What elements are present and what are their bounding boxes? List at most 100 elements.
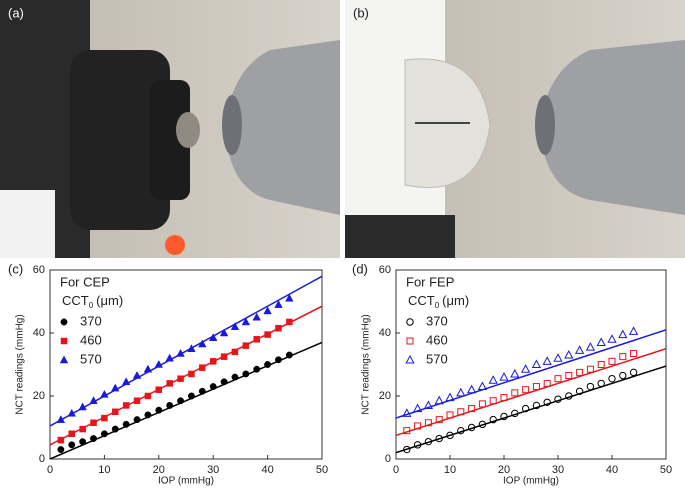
legend-title-text: CCT <box>408 293 435 308</box>
marker <box>242 370 250 378</box>
photo-label: (a) <box>8 5 24 20</box>
marker <box>488 375 498 384</box>
marker <box>133 397 141 404</box>
marker <box>554 375 562 383</box>
marker <box>446 411 454 419</box>
marker <box>79 438 87 446</box>
y-tick-label: 40 <box>33 327 45 339</box>
legend-marker <box>406 337 414 345</box>
photo-a <box>0 0 340 258</box>
legend-title-unit: (μm) <box>442 293 469 308</box>
marker <box>619 371 627 380</box>
marker <box>176 348 185 357</box>
marker <box>628 326 639 335</box>
marker <box>253 336 260 343</box>
marker <box>188 370 195 378</box>
marker <box>56 415 66 423</box>
marker <box>209 383 217 390</box>
marker <box>597 379 605 388</box>
marker <box>79 425 86 433</box>
marker <box>414 422 422 430</box>
marker <box>510 368 520 378</box>
legend-marker <box>59 355 69 364</box>
y-tick-label: 0 <box>385 453 391 465</box>
marker <box>424 419 432 427</box>
marker <box>144 392 152 400</box>
marker <box>122 402 130 409</box>
marker <box>241 317 251 326</box>
x-tick-label: 50 <box>660 464 672 476</box>
y-axis-label: NCT readings (mmHg) <box>361 314 372 414</box>
x-axis-label: IOP (mmHg) <box>158 476 214 487</box>
x-tick-label: 50 <box>316 464 328 476</box>
marker <box>424 437 433 446</box>
legend-marker <box>406 318 414 326</box>
marker <box>586 382 595 391</box>
marker <box>220 378 228 386</box>
marker <box>574 345 585 354</box>
marker <box>253 365 261 373</box>
marker <box>565 392 573 400</box>
marker <box>468 405 476 413</box>
marker <box>198 387 206 395</box>
x-tick-label: 40 <box>261 464 273 476</box>
plot-frame <box>395 269 667 460</box>
marker <box>412 403 423 413</box>
marker <box>199 364 206 371</box>
marker <box>446 431 454 440</box>
x-tick-label: 20 <box>498 464 510 476</box>
marker <box>90 419 97 427</box>
x-tick-label: 40 <box>606 464 618 476</box>
marker <box>230 322 240 330</box>
marker <box>101 414 108 422</box>
legend-label: 460 <box>80 332 102 347</box>
marker <box>275 356 282 364</box>
fit-line <box>396 365 666 454</box>
marker <box>155 406 163 414</box>
y-tick-label: 20 <box>379 390 391 402</box>
marker <box>585 342 596 351</box>
marker <box>264 361 272 368</box>
marker <box>466 384 477 394</box>
plot-area <box>50 275 322 459</box>
marker <box>532 401 541 410</box>
y-tick-label: 60 <box>33 264 45 276</box>
marker <box>187 344 196 352</box>
marker <box>565 372 573 380</box>
marker <box>67 408 76 417</box>
legend-title-text: CCT <box>62 293 89 308</box>
marker <box>499 372 509 381</box>
marker <box>111 383 120 392</box>
marker <box>456 387 466 397</box>
marker <box>489 397 497 405</box>
plot-frame <box>49 269 323 460</box>
marker <box>121 377 131 386</box>
marker <box>285 293 294 302</box>
marker <box>209 358 217 365</box>
marker <box>78 402 87 411</box>
legend-title: CCT0 (μm) <box>408 293 469 310</box>
panel-label: (d) <box>352 261 368 276</box>
marker <box>252 312 261 321</box>
marker <box>100 430 108 438</box>
marker <box>231 348 239 356</box>
x-tick-label: 0 <box>47 464 53 476</box>
marker <box>597 361 605 368</box>
x-tick-label: 0 <box>393 464 399 476</box>
marker <box>489 415 497 424</box>
y-tick-label: 40 <box>379 327 391 339</box>
marker <box>112 408 119 415</box>
y-tick-label: 0 <box>39 453 45 465</box>
photo-b <box>345 0 685 258</box>
marker <box>57 446 65 453</box>
marker <box>478 420 487 429</box>
x-tick-label: 10 <box>98 464 110 476</box>
marker <box>177 375 184 382</box>
fit-line <box>396 348 666 437</box>
y-tick-label: 20 <box>33 390 45 402</box>
marker <box>564 350 574 359</box>
y-axis-label: NCT readings (mmHg) <box>15 314 26 414</box>
annotation: For CEP <box>60 274 110 289</box>
legend-title-subscript: 0 <box>89 301 94 310</box>
